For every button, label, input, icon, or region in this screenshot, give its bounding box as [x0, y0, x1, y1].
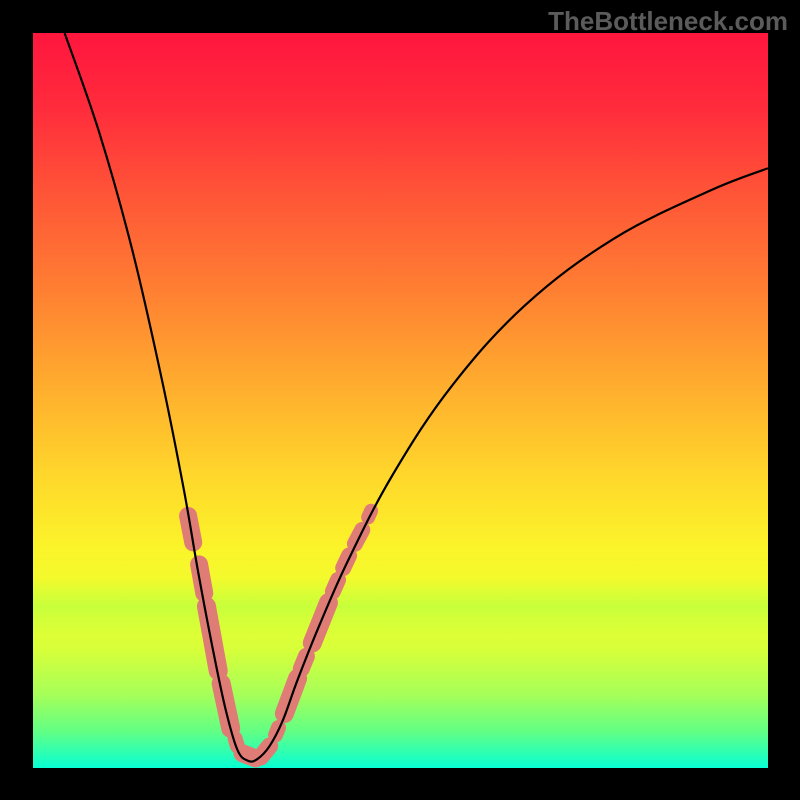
plot-area: [33, 33, 768, 768]
green-highlight-band: [33, 577, 768, 637]
gradient-background: [33, 33, 768, 768]
